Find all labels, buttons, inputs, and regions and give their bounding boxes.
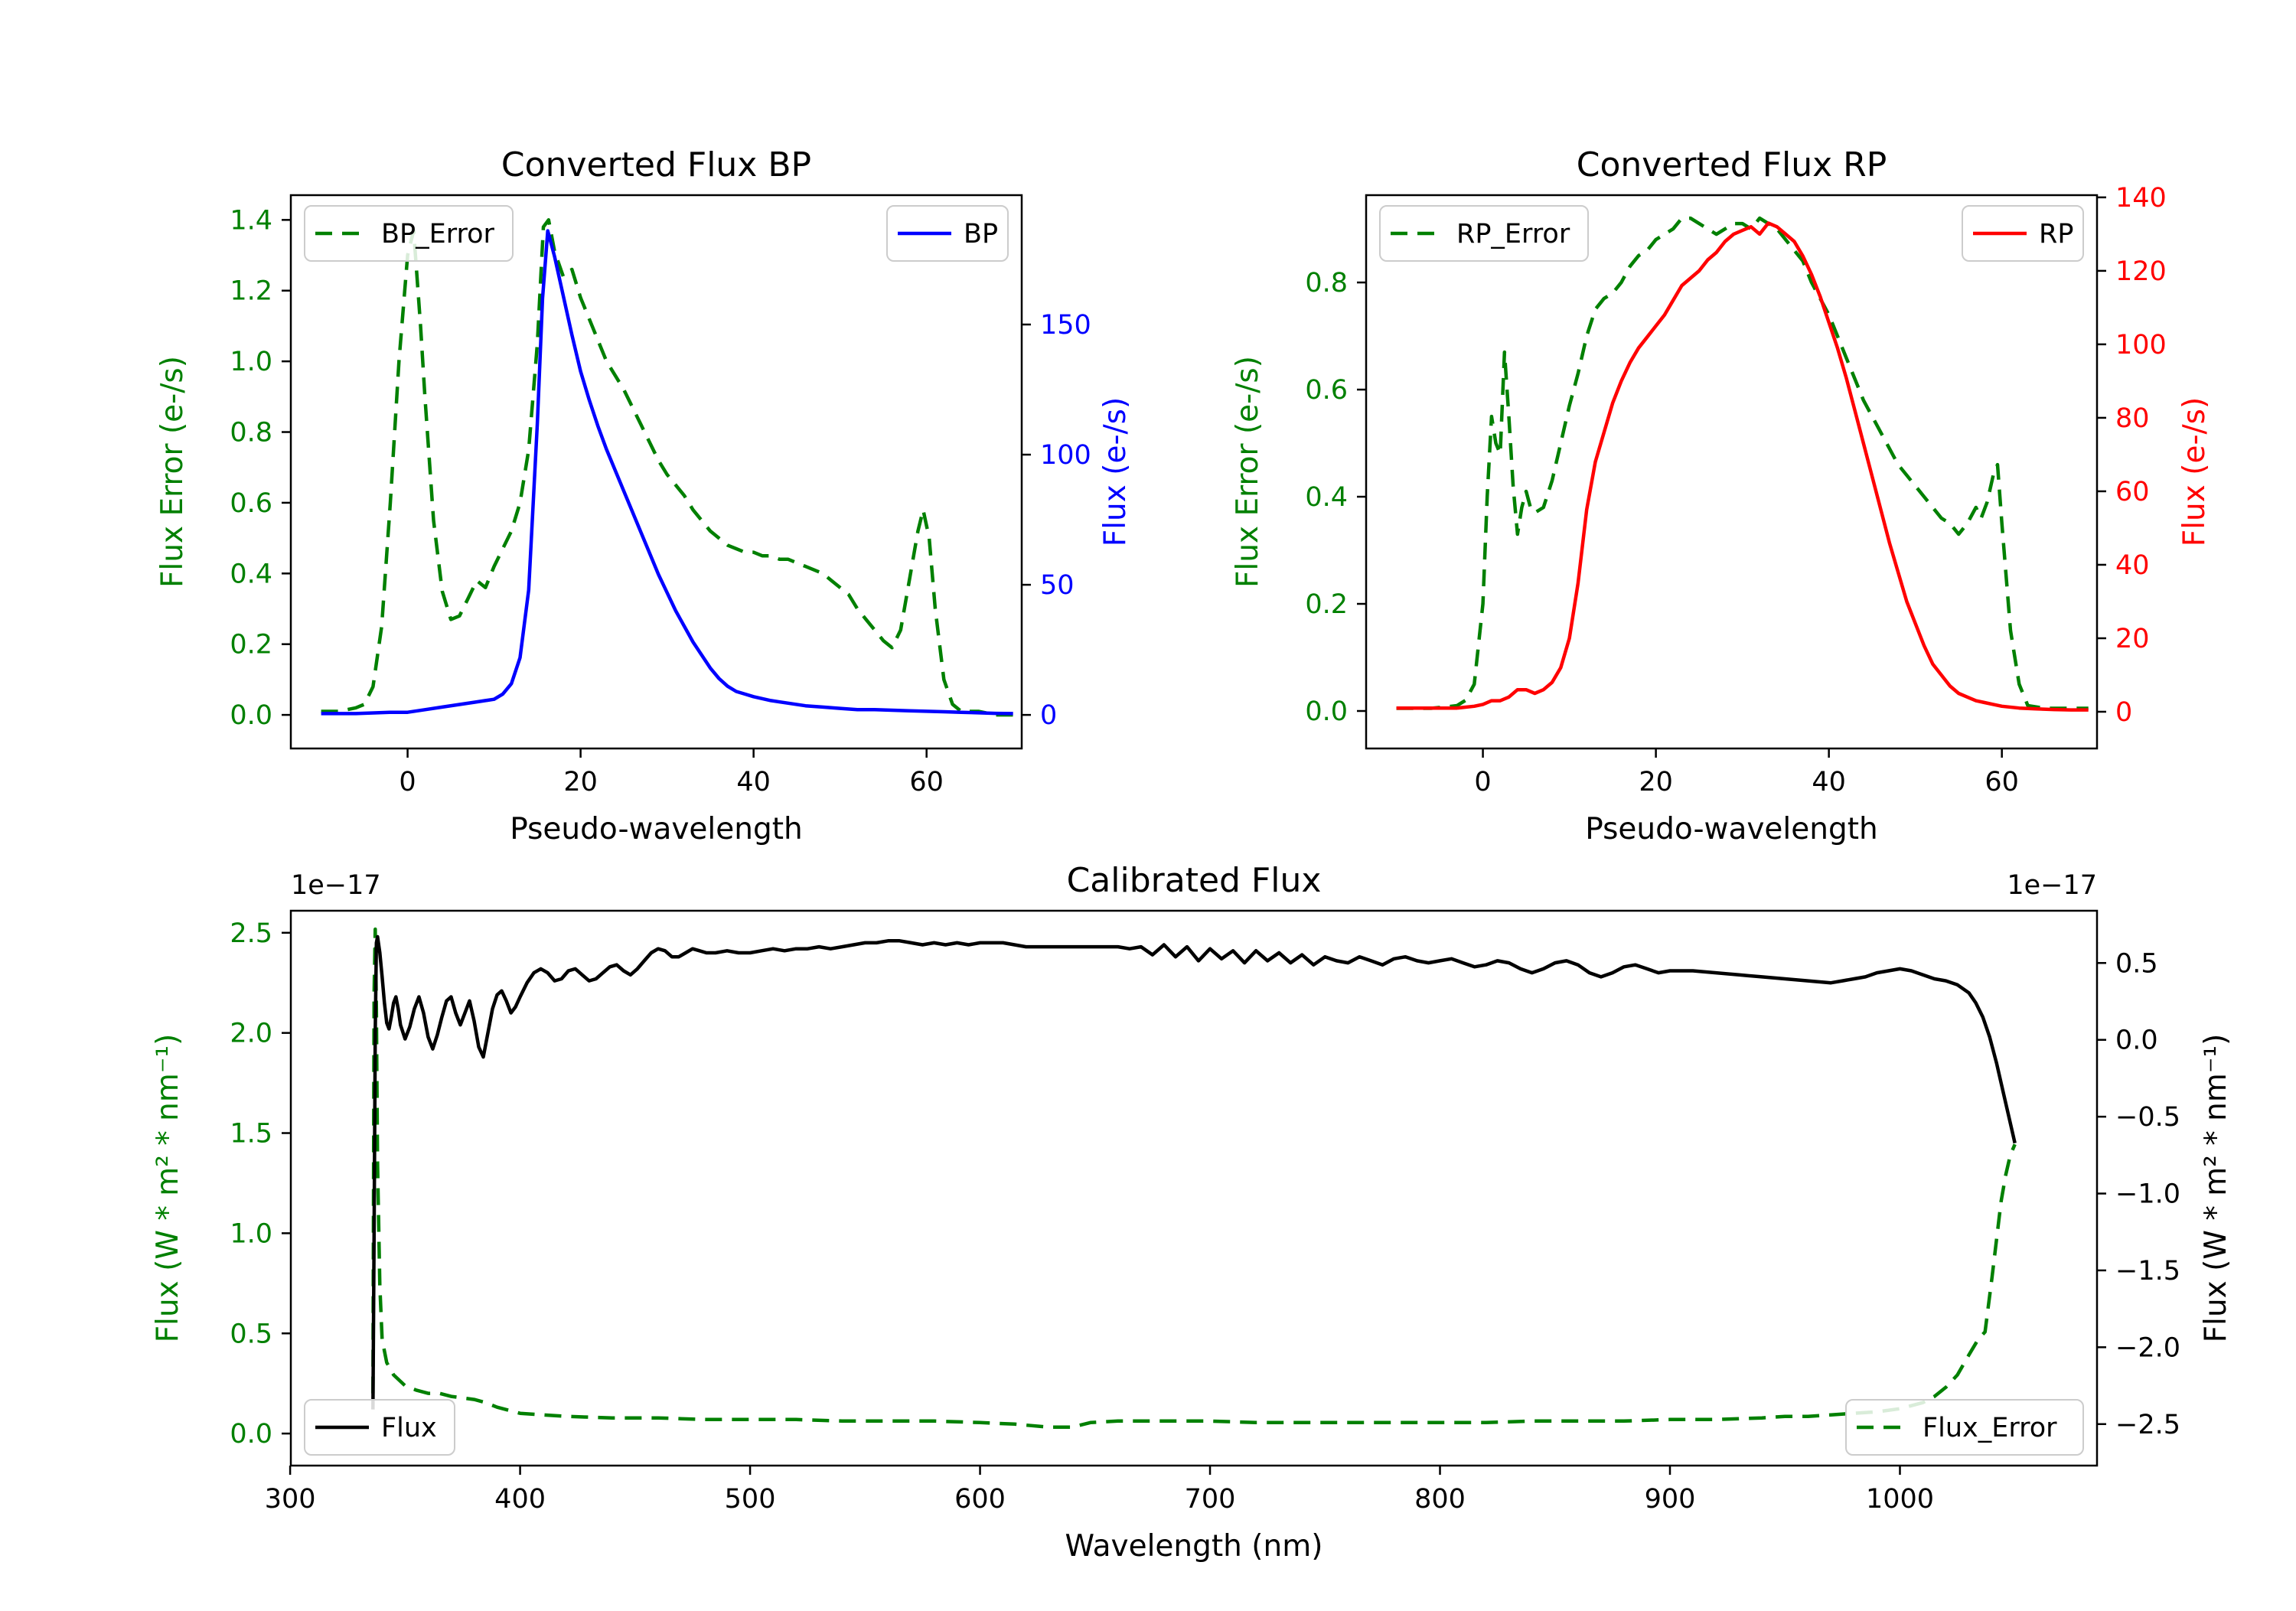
bp-ytick-right-label: 50: [1040, 570, 1075, 601]
bp-title: Converted Flux BP: [501, 145, 811, 184]
cal-ytick-right-label: −1.5: [2115, 1256, 2180, 1287]
rp-ytick-left-label: 0.4: [1305, 482, 1348, 513]
cal-ytick-right-label: −2.5: [2115, 1410, 2180, 1440]
legend-label: RP: [2039, 219, 2073, 249]
rp-ytick-right-label: 20: [2115, 624, 2150, 654]
bp-ytick-left-label: 0.0: [230, 700, 272, 731]
cal-offset-left: 1e−17: [291, 870, 381, 901]
cal-ylabel-left: Flux (W * m² * nm⁻¹): [151, 1034, 185, 1343]
bp-ytick-left-label: 0.8: [230, 418, 272, 448]
bp-line: [321, 229, 1013, 716]
cal-ytick-right-label: −1.0: [2115, 1179, 2180, 1210]
rp-ytick-right-label: 40: [2115, 550, 2150, 581]
rp-ytick-right-label: 80: [2115, 403, 2150, 434]
bp-plot: 0 20 40 60 0.0 0.2 0.4 0.6 0.8 1.0 1.2 1.4 0 50 100 150…: [155, 145, 1133, 846]
bp-ylabel-right: Flux (e-/s): [1098, 397, 1133, 546]
cal-ylabel-right: Flux (W * m² * nm⁻¹): [2199, 1034, 2233, 1343]
cal-xlabel: Wavelength (nm): [1065, 1529, 1323, 1564]
rp-ylabel-left: Flux Error (e-/s): [1231, 356, 1265, 588]
rp-xtick-label: 40: [1812, 767, 1846, 797]
legend-flux-error: Flux_Error: [1845, 1399, 2084, 1456]
rp-xtick-label: 20: [1639, 767, 1673, 797]
bp-xtick-label: 0: [399, 767, 416, 797]
rp-xtick-label: 0: [1474, 767, 1491, 797]
cal-ytick-right-label: −2.0: [2115, 1332, 2180, 1363]
cal-xtick-label: 1000: [1866, 1484, 1934, 1515]
rp-ytick-right-label: 100: [2115, 330, 2167, 360]
cal-xtick-label: 900: [1645, 1484, 1696, 1515]
legend-label: BP_Error: [381, 219, 495, 249]
legend-box: [1845, 1399, 2084, 1456]
rp-ytick-left-label: 0.2: [1305, 589, 1348, 620]
cal-xtick-label: 600: [954, 1484, 1006, 1515]
legend-bp-error: BP_Error: [304, 205, 514, 262]
bp-ytick-right-label: 100: [1040, 440, 1091, 471]
bp-error-line: [321, 218, 1013, 717]
cal-offset-right: 1e−17: [2007, 870, 2097, 901]
rp-ytick-right-label: 140: [2115, 183, 2167, 214]
legend-label: RP_Error: [1456, 219, 1570, 249]
legend-label: Flux_Error: [1923, 1413, 2057, 1443]
rp-xtick-label: 60: [1985, 767, 2019, 797]
flux-line: [371, 934, 2017, 1410]
rp-ylabel-right: Flux (e-/s): [2177, 397, 2212, 546]
rp-line: [1396, 221, 2089, 712]
cal-axes-frame: [289, 909, 2099, 1467]
rp-plot: 0 20 40 60 0.0 0.2 0.4 0.6 0.8 0 20 40 60 80 100 120 140…: [1231, 145, 2212, 846]
cal-xtick-label: 300: [265, 1484, 316, 1515]
rp-error-line: [1396, 216, 2089, 710]
legend-label: Flux: [381, 1413, 437, 1443]
rp-ytick-right-label: 60: [2115, 477, 2150, 507]
legend-rp-error: RP_Error: [1379, 205, 1589, 262]
bp-ytick-right-label: 0: [1040, 700, 1057, 731]
cal-ytick-left-label: 2.5: [230, 918, 272, 949]
legend-flux: Flux: [304, 1399, 455, 1456]
rp-ytick-left-label: 0.0: [1305, 696, 1348, 727]
cal-ytick-left-label: 1.0: [230, 1218, 272, 1249]
bp-ytick-left-label: 1.4: [230, 205, 272, 236]
bp-ylabel-left: Flux Error (e-/s): [155, 356, 190, 588]
rp-title: Converted Flux RP: [1577, 145, 1887, 184]
cal-ytick-left-label: 0.0: [230, 1419, 272, 1450]
cal-xtick-label: 700: [1185, 1484, 1236, 1515]
flux-error-line: [371, 927, 2017, 1430]
rp-ytick-left-label: 0.6: [1305, 375, 1348, 406]
legend-box: [304, 205, 514, 262]
cal-xtick-label: 800: [1414, 1484, 1466, 1515]
cal-plot: 300 400 500 600 700 800 900 1000 0.0 0.5 1.0 1.5 2.0…: [151, 861, 2233, 1564]
cal-ytick-right-label: 0.5: [2115, 948, 2158, 979]
bp-xlabel: Pseudo-wavelength: [510, 812, 802, 846]
legend-rp: RP: [1962, 205, 2084, 262]
bp-ytick-right-label: 150: [1040, 310, 1091, 341]
rp-ytick-left-label: 0.8: [1305, 268, 1348, 298]
legend-label: BP: [964, 219, 998, 249]
bp-xtick-label: 40: [736, 767, 771, 797]
bp-ytick-left-label: 0.2: [230, 630, 272, 660]
legend-bp: BP: [886, 205, 1009, 262]
rp-ytick-right-label: 120: [2115, 256, 2167, 287]
cal-xtick-label: 400: [494, 1484, 546, 1515]
bp-xtick-label: 60: [909, 767, 944, 797]
legend-box: [1379, 205, 1589, 262]
rp-ytick-right-label: 0: [2115, 697, 2132, 728]
bp-ytick-left-label: 1.0: [230, 347, 272, 377]
cal-title: Calibrated Flux: [1067, 861, 1322, 900]
cal-ytick-left-label: 2.0: [230, 1019, 272, 1049]
cal-ytick-right-label: 0.0: [2115, 1026, 2158, 1056]
rp-axes-frame: [1365, 194, 2099, 750]
cal-ytick-left-label: 0.5: [230, 1319, 272, 1349]
legend-box: [304, 1399, 455, 1456]
bp-ytick-left-label: 0.6: [230, 488, 272, 519]
rp-xlabel: Pseudo-wavelength: [1585, 812, 1877, 846]
bp-xtick-label: 20: [563, 767, 598, 797]
bp-ytick-left-label: 1.2: [230, 276, 272, 307]
cal-ytick-right-label: −0.5: [2115, 1102, 2180, 1133]
bp-ytick-left-label: 0.4: [230, 559, 272, 589]
cal-xtick-label: 500: [725, 1484, 776, 1515]
cal-ytick-left-label: 1.5: [230, 1119, 272, 1150]
bp-axes-frame: [289, 194, 1023, 750]
